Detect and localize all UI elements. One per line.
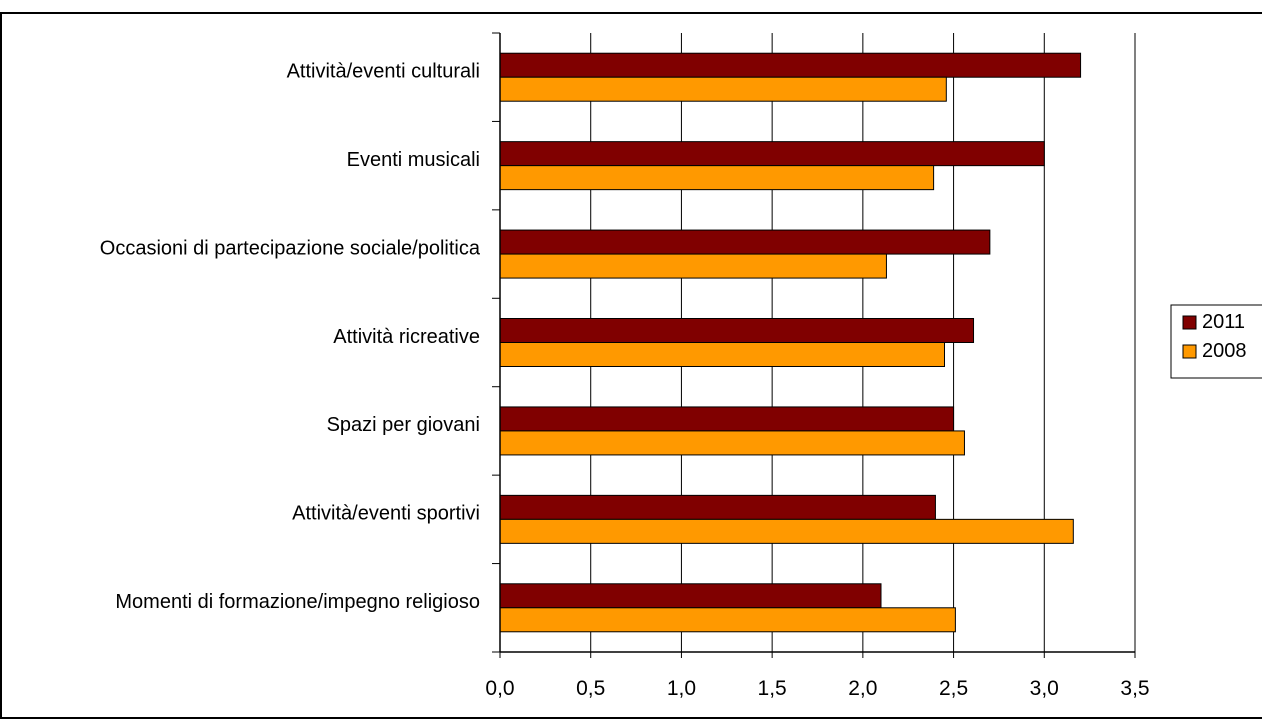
- category-label: Momenti di formazione/impegno religioso: [115, 591, 480, 613]
- bar-2008: [499, 430, 965, 456]
- category-label: Attività/eventi culturali: [287, 60, 480, 82]
- legend: 2011 2008: [1170, 304, 1262, 379]
- x-tick-label: 3,5: [1120, 677, 1149, 700]
- bar-2008: [499, 342, 945, 367]
- bar-2011: [499, 583, 882, 609]
- x-tick-labels: 0,0 0,5 1,0 1,5 2,0 2,5 3,0 3,5: [485, 677, 1149, 700]
- bar-2011: [499, 318, 975, 343]
- axes: [492, 32, 1136, 658]
- x-tick-label: 0,0: [485, 677, 514, 700]
- bar-2008: [499, 518, 1074, 544]
- legend-swatch-2008: [1182, 344, 1197, 359]
- bar-2008: [499, 76, 947, 102]
- legend-swatch-2011: [1182, 315, 1197, 330]
- category-label: Spazi per giovani: [327, 414, 480, 436]
- category-label: Attività ricreative: [333, 326, 480, 348]
- bar-2008: [499, 607, 956, 633]
- bar-2011: [499, 406, 955, 432]
- x-tick-label: 1,0: [667, 677, 696, 700]
- x-tick-label: 2,0: [848, 677, 877, 700]
- x-tick-label: 1,5: [758, 677, 787, 700]
- legend-label: 2011: [1202, 311, 1245, 333]
- bar-2011: [499, 494, 936, 520]
- x-tick-label: 0,5: [576, 677, 605, 700]
- bar-2011: [499, 141, 1045, 167]
- x-tick-label: 3,0: [1030, 677, 1059, 700]
- bar-2011: [499, 52, 1082, 78]
- bar-2008: [499, 165, 935, 191]
- category-label: Occasioni di partecipazione sociale/poli…: [100, 237, 481, 259]
- x-tick-label: 2,5: [939, 677, 968, 700]
- category-label: Attività/eventi sportivi: [292, 503, 480, 525]
- category-labels: Attività/eventi culturali Eventi musicali…: [100, 60, 481, 613]
- bar-2011: [499, 229, 991, 255]
- category-label: Eventi musicali: [347, 149, 480, 171]
- legend-label: 2008: [1202, 340, 1247, 362]
- bar-2008: [499, 253, 887, 279]
